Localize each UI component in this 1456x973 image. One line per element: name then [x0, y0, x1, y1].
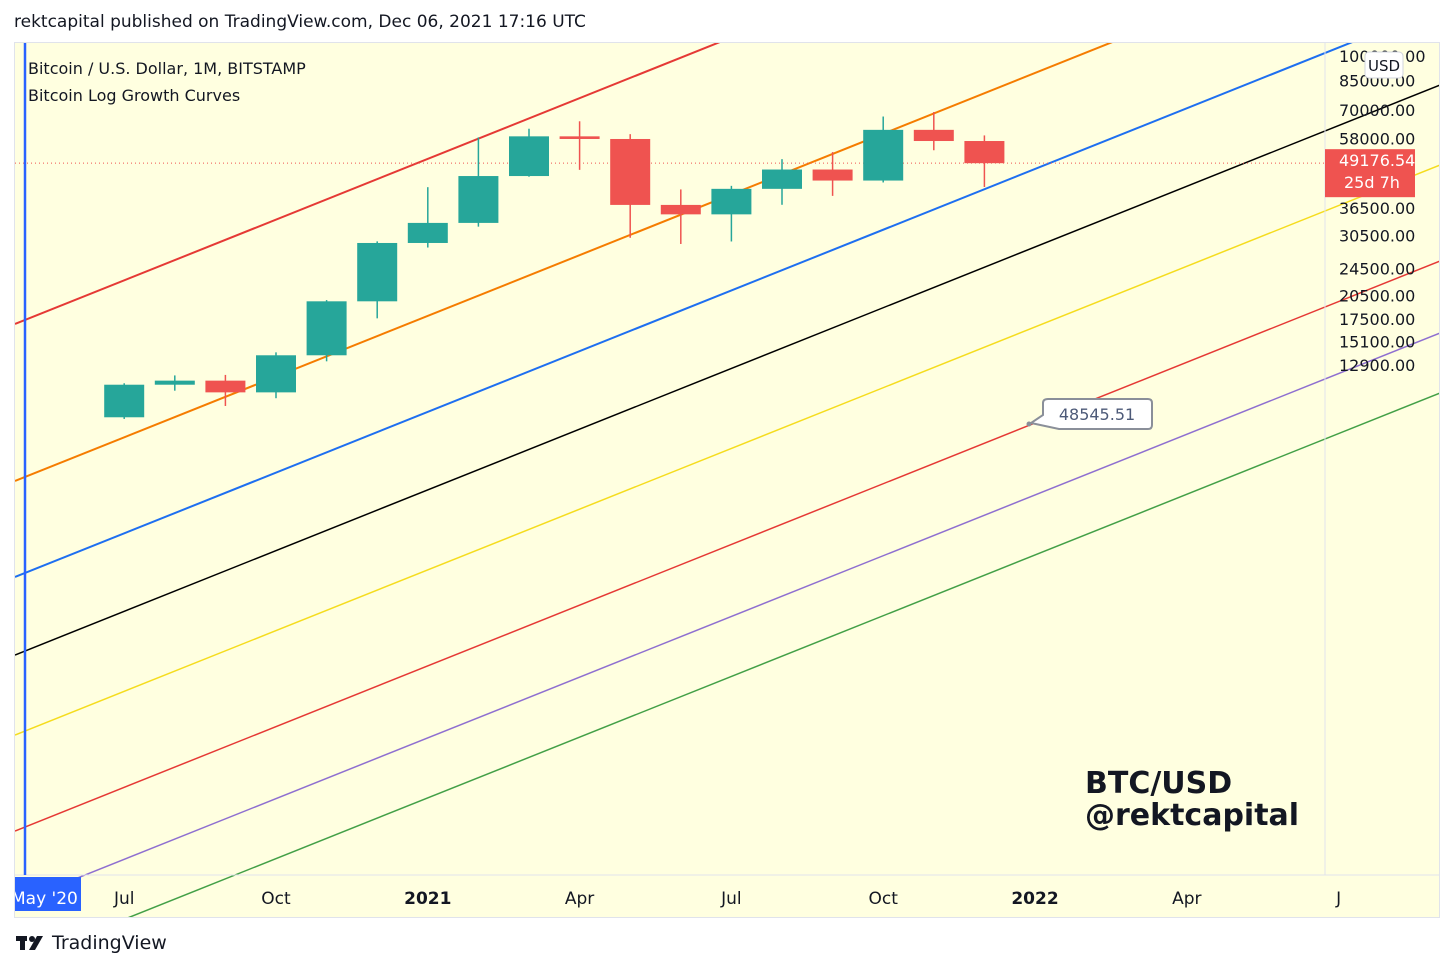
time-tick-label: Oct [868, 889, 898, 909]
price-tick-label: 58000.00 [1339, 129, 1415, 148]
last-price-label: 49176.54 25d 7h [1325, 149, 1415, 198]
candle-body [306, 301, 347, 356]
currency-button[interactable]: USD [1364, 51, 1404, 79]
symbol-title: Bitcoin / U.S. Dollar, 1M, BITSTAMP [28, 59, 306, 78]
candle-body [559, 136, 600, 139]
currency-label: USD [1368, 57, 1400, 75]
candle-body [104, 384, 145, 418]
candle[interactable] [610, 134, 651, 238]
candle-body [407, 222, 448, 243]
plot-background [15, 43, 1439, 917]
candle-body [964, 141, 1005, 164]
time-badge: May '20 [15, 877, 81, 911]
candle[interactable] [458, 137, 499, 227]
price-tick-label: 15100.00 [1339, 332, 1415, 351]
time-tick-label: J [1335, 889, 1341, 909]
price-tick-label: 24500.00 [1339, 259, 1415, 278]
candle-body [256, 355, 296, 393]
growth-curve-line [15, 43, 721, 325]
footer-brand: TradingView [52, 932, 167, 954]
time-tick-label: Apr [1172, 889, 1201, 909]
price-tick-label: 70000.00 [1339, 101, 1415, 120]
chart-panel[interactable]: Bitcoin / U.S. Dollar, 1M, BITSTAMP Bitc… [14, 42, 1440, 918]
candle-body [458, 176, 499, 223]
time-tick-label: Jul [113, 889, 135, 909]
candle[interactable] [559, 121, 600, 170]
candle[interactable] [407, 187, 448, 248]
candle[interactable] [913, 112, 954, 151]
candle[interactable] [964, 135, 1005, 187]
growth-curve-line [127, 392, 1439, 917]
last-price-value: 49176.54 [1339, 151, 1415, 170]
indicator-title: Bitcoin Log Growth Curves [28, 86, 240, 105]
candle[interactable] [205, 374, 246, 406]
candle-body [711, 188, 752, 215]
tradingview-logo-icon [16, 936, 43, 950]
candle[interactable] [154, 375, 195, 391]
candle-body [610, 138, 651, 205]
candle-body [154, 380, 195, 385]
callout-value: 48545.51 [1059, 405, 1135, 424]
candle[interactable] [306, 300, 347, 362]
candle[interactable] [509, 128, 549, 177]
watermark-handle: @rektcapital [1085, 798, 1299, 833]
candle-body [762, 169, 802, 189]
log-growth-curves [15, 43, 1439, 917]
candle-body [205, 380, 246, 393]
candle[interactable] [711, 185, 752, 242]
time-axis[interactable]: Jul Oct 2021 Apr Jul Oct 2022 Apr J [113, 889, 1341, 909]
time-tick-label: 2022 [1011, 889, 1058, 909]
candle[interactable] [357, 241, 398, 319]
growth-curve-line [15, 43, 1353, 578]
countdown-value: 25d 7h [1344, 173, 1400, 192]
growth-curve-line [15, 260, 1439, 832]
candle-body [357, 242, 398, 302]
growth-curve-line [15, 164, 1439, 736]
candle[interactable] [863, 116, 904, 183]
candle[interactable] [660, 189, 701, 244]
price-tick-label: 17500.00 [1339, 310, 1415, 329]
candle[interactable] [762, 159, 802, 205]
price-tick-label: 36500.00 [1339, 199, 1415, 218]
candle-body [913, 129, 954, 142]
footer: TradingView [16, 932, 167, 954]
growth-curve-line [15, 84, 1439, 656]
price-callout[interactable]: 48545.51 [1026, 398, 1153, 430]
candle-body [660, 204, 701, 215]
candle-body [812, 169, 853, 181]
growth-curve-line [15, 332, 1439, 904]
candle[interactable] [812, 152, 853, 196]
price-tick-label: 12900.00 [1339, 356, 1415, 375]
time-tick-label: Apr [565, 889, 594, 909]
candles-layer [104, 112, 1005, 419]
time-badge-label: May '20 [15, 889, 78, 909]
candle-body [509, 136, 549, 177]
candle-body [863, 129, 904, 181]
chart-canvas[interactable]: Bitcoin / U.S. Dollar, 1M, BITSTAMP Bitc… [15, 43, 1440, 918]
price-tick-label: 20500.00 [1339, 286, 1415, 305]
publish-header: rektcapital published on TradingView.com… [14, 12, 586, 32]
candle[interactable] [104, 383, 145, 419]
candle[interactable] [256, 352, 296, 399]
time-tick-label: Oct [261, 889, 291, 909]
price-tick-label: 30500.00 [1339, 226, 1415, 245]
time-tick-label: Jul [720, 889, 742, 909]
time-tick-label: 2021 [404, 889, 451, 909]
watermark-pair: BTC/USD [1085, 766, 1232, 801]
